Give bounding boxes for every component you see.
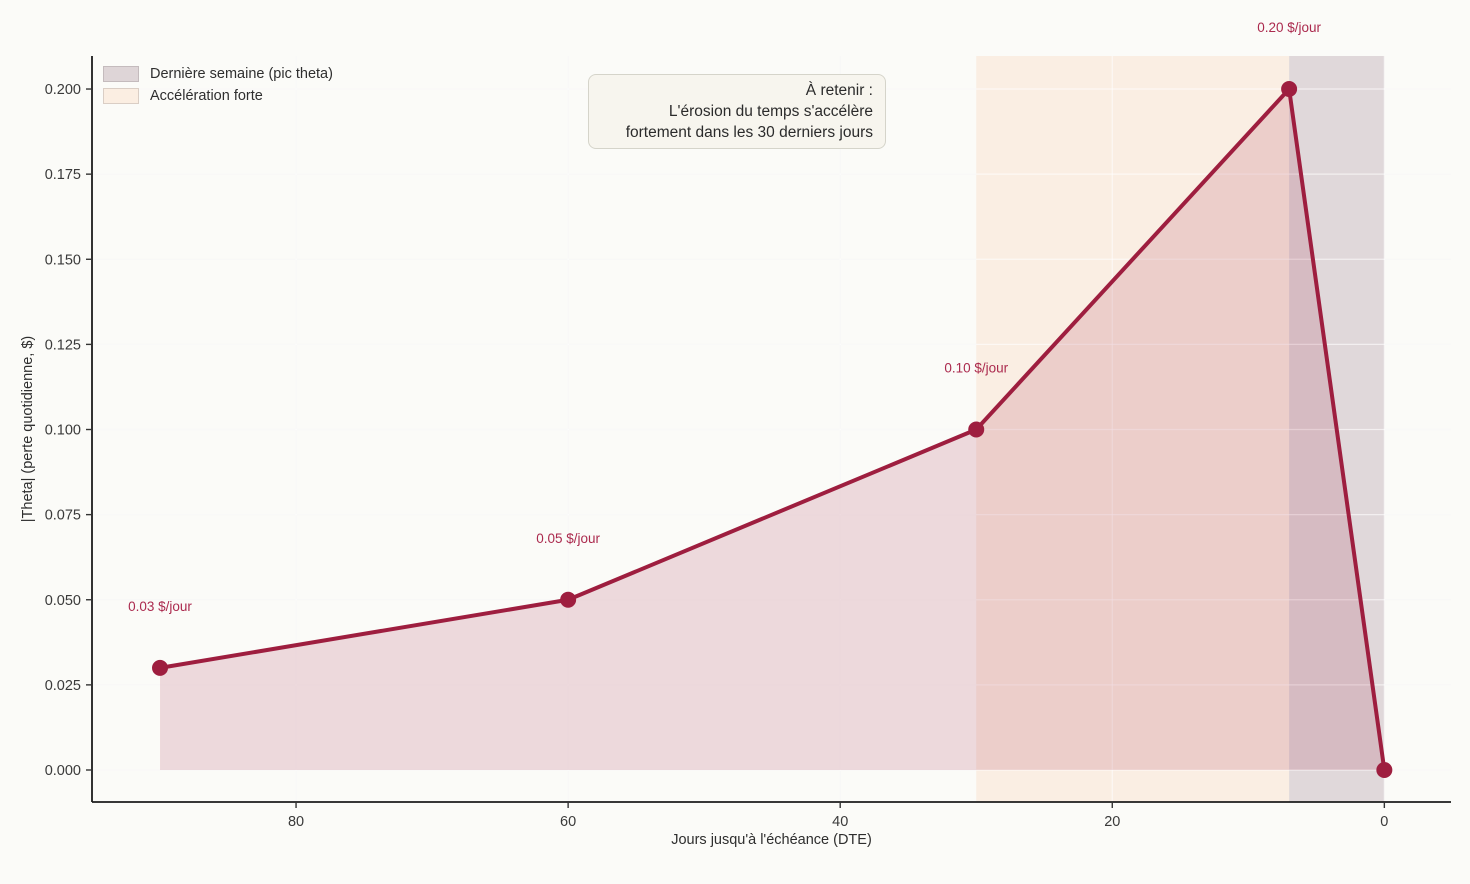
point-label: 0.10 $/jour: [944, 361, 1008, 376]
legend-swatch-acceleration-forte: [103, 88, 139, 104]
area-fill: [160, 89, 1385, 770]
data-point-marker: [1376, 761, 1393, 778]
point-label: 0.05 $/jour: [536, 531, 600, 546]
annotation-line: À retenir :: [805, 82, 873, 99]
y-tick-label: 0.050: [45, 593, 81, 609]
legend-item-derniere-semaine: Dernière semaine (pic theta): [103, 66, 333, 82]
legend-label: Dernière semaine (pic theta): [150, 66, 333, 82]
y-tick-label: 0.125: [45, 337, 81, 353]
data-point-marker: [560, 591, 577, 608]
y-tick-label: 0.025: [45, 678, 81, 694]
annotation-box: À retenir : L'érosion du temps s'accélèr…: [588, 74, 886, 149]
y-tick-label: 0.075: [45, 508, 81, 524]
x-tick-label: 40: [832, 814, 848, 830]
x-tick-label: 60: [560, 814, 576, 830]
point-label: 0.20 $/jour: [1257, 20, 1321, 35]
legend-item-acceleration-forte: Accélération forte: [103, 88, 333, 104]
annotation-line: fortement dans les 30 derniers jours: [625, 124, 873, 141]
y-tick-label: 0.175: [45, 167, 81, 183]
annotation-line: L'érosion du temps s'accélère: [668, 103, 873, 120]
x-tick-label: 20: [1104, 814, 1120, 830]
legend-swatch-derniere-semaine: [103, 66, 139, 82]
y-tick-label: 0.000: [45, 763, 81, 779]
x-tick-label: 0: [1380, 814, 1388, 830]
point-label: 0.03 $/jour: [128, 599, 192, 614]
data-point-marker: [152, 659, 169, 676]
y-tick-label: 0.150: [45, 252, 81, 268]
y-tick-label: 0.100: [45, 423, 81, 439]
x-tick-label: 80: [288, 814, 304, 830]
data-point-marker: [968, 421, 985, 438]
legend: Dernière semaine (pic theta) Accélératio…: [103, 66, 333, 110]
data-point-marker: [1281, 81, 1298, 98]
y-tick-label: 0.200: [45, 82, 81, 98]
x-axis-label: Jours jusqu'à l'échéance (DTE): [671, 832, 872, 848]
legend-label: Accélération forte: [150, 88, 263, 104]
